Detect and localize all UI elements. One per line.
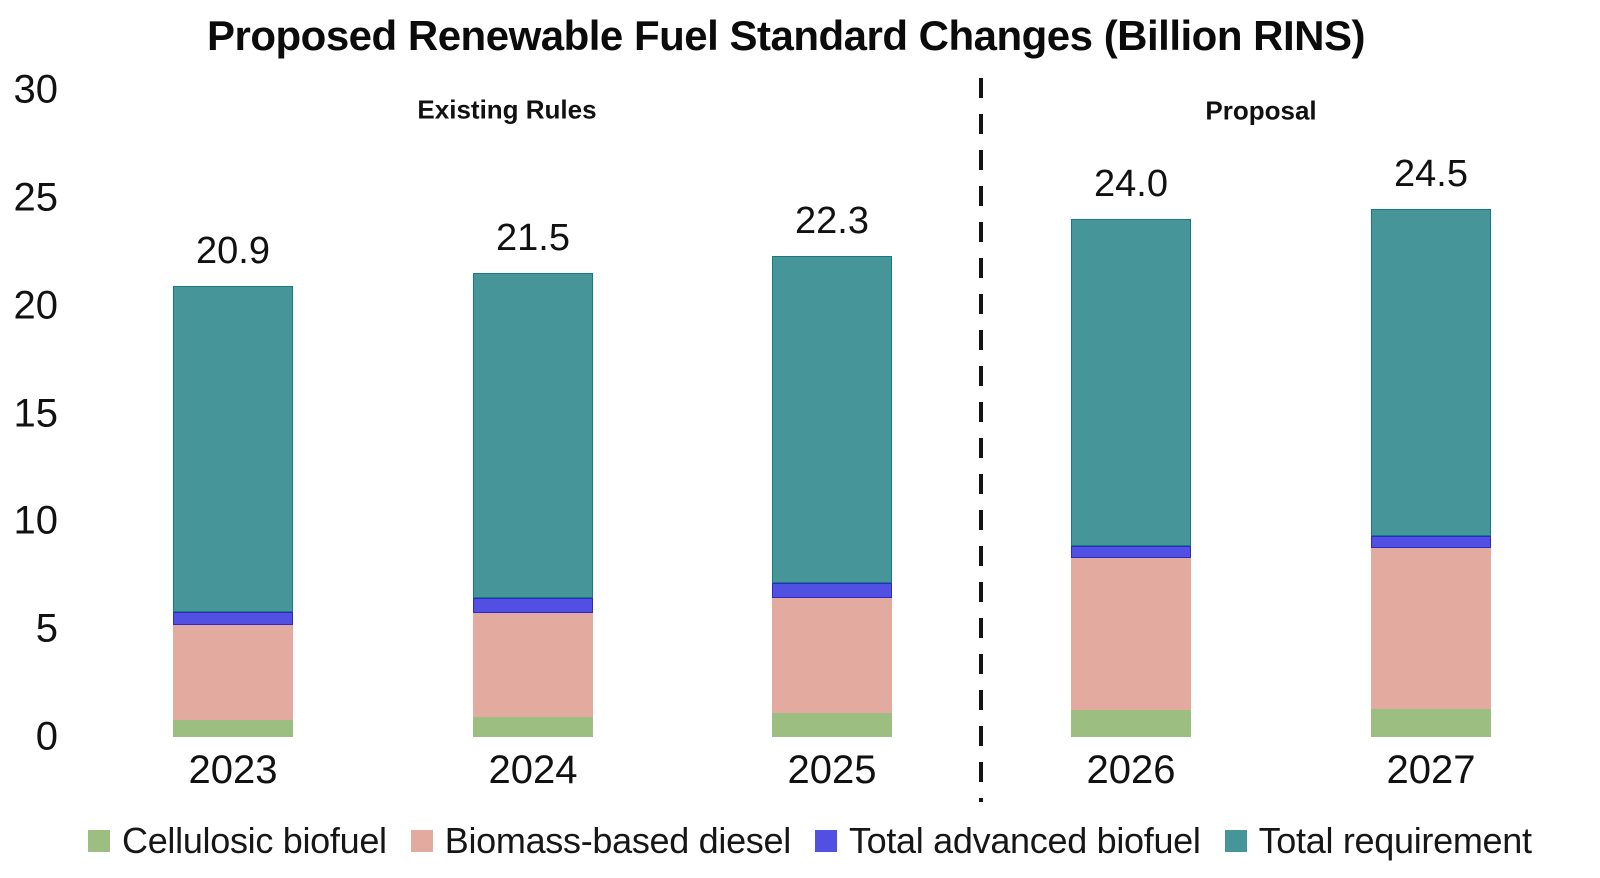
bar-segment-total-advanced-biofuel-2027 bbox=[1371, 536, 1491, 549]
legend-item-biomass-based-diesel: Biomass-based diesel bbox=[410, 820, 791, 862]
bar-segment-total-requirement-2026 bbox=[1071, 219, 1191, 547]
y-axis-tick-10: 10 bbox=[13, 498, 59, 543]
legend-item-total-advanced-biofuel: Total advanced biofuel bbox=[814, 820, 1201, 862]
bar-total-label-2024: 21.5 bbox=[496, 217, 570, 260]
bar-segment-biomass-based-diesel-2027 bbox=[1371, 548, 1491, 709]
y-axis-tick-5: 5 bbox=[35, 606, 58, 651]
bar-segment-total-advanced-biofuel-2024 bbox=[473, 597, 593, 613]
y-axis-tick-15: 15 bbox=[13, 391, 59, 435]
legend-swatch-icon bbox=[814, 830, 837, 852]
bar-segment-biomass-based-diesel-2023 bbox=[173, 624, 293, 720]
bar-total-label-2026: 24.0 bbox=[1094, 163, 1168, 206]
y-axis-tick-30: 30 bbox=[13, 67, 59, 112]
legend: Cellulosic biofuel Biomass-based diesel To… bbox=[88, 820, 1532, 862]
bar-segment-total-advanced-biofuel-2023 bbox=[173, 611, 293, 625]
bar-total-label-2023: 20.9 bbox=[196, 230, 270, 273]
legend-swatch-icon bbox=[88, 830, 110, 852]
x-axis-label-2023: 2023 bbox=[188, 748, 278, 792]
section-divider-dashed-line bbox=[979, 78, 983, 802]
legend-label: Total requirement bbox=[1258, 820, 1532, 861]
legend-swatch-icon bbox=[1224, 830, 1247, 852]
bar-segment-biomass-based-diesel-2026 bbox=[1071, 557, 1191, 711]
bar-segment-cellulosic-biofuel-2023 bbox=[173, 719, 293, 737]
y-axis-tick-25: 25 bbox=[13, 175, 59, 220]
x-axis-label-2025: 2025 bbox=[787, 748, 877, 792]
legend-label: Cellulosic biofuel bbox=[122, 820, 387, 861]
bar-segment-total-requirement-2024 bbox=[473, 273, 593, 598]
y-axis-tick-20: 20 bbox=[13, 283, 59, 328]
bar-segment-cellulosic-biofuel-2025 bbox=[772, 713, 892, 737]
chart-title: Proposed Renewable Fuel Standard Changes… bbox=[207, 12, 1366, 59]
legend-item-cellulosic-biofuel: Cellulosic biofuel bbox=[88, 820, 387, 862]
bar-segment-cellulosic-biofuel-2024 bbox=[473, 716, 593, 737]
bar-total-label-2025: 22.3 bbox=[795, 200, 869, 243]
x-axis-label-2027: 2027 bbox=[1386, 748, 1476, 792]
bar-segment-total-advanced-biofuel-2026 bbox=[1071, 546, 1191, 558]
section-label-proposal: Proposal bbox=[1205, 95, 1317, 126]
legend-label: Biomass-based diesel bbox=[444, 820, 791, 861]
bar-segment-cellulosic-biofuel-2026 bbox=[1071, 710, 1191, 737]
section-label-existing-rules: Existing Rules bbox=[417, 94, 597, 125]
bar-segment-cellulosic-biofuel-2027 bbox=[1371, 708, 1491, 737]
bar-segment-biomass-based-diesel-2025 bbox=[772, 597, 892, 714]
bar-segment-biomass-based-diesel-2024 bbox=[473, 612, 593, 717]
bar-segment-total-requirement-2023 bbox=[173, 286, 293, 612]
bar-segment-total-requirement-2027 bbox=[1371, 208, 1491, 537]
x-axis-label-2024: 2024 bbox=[488, 748, 578, 792]
legend-label: Total advanced biofuel bbox=[848, 820, 1201, 861]
y-axis-tick-0: 0 bbox=[35, 714, 58, 759]
legend-swatch-icon bbox=[410, 830, 433, 852]
bar-total-label-2027: 24.5 bbox=[1394, 152, 1468, 195]
bar-segment-total-advanced-biofuel-2025 bbox=[772, 582, 892, 598]
x-axis-label-2026: 2026 bbox=[1086, 748, 1176, 792]
legend-item-total-requirement: Total requirement bbox=[1224, 820, 1532, 862]
bar-segment-total-requirement-2025 bbox=[772, 256, 892, 583]
